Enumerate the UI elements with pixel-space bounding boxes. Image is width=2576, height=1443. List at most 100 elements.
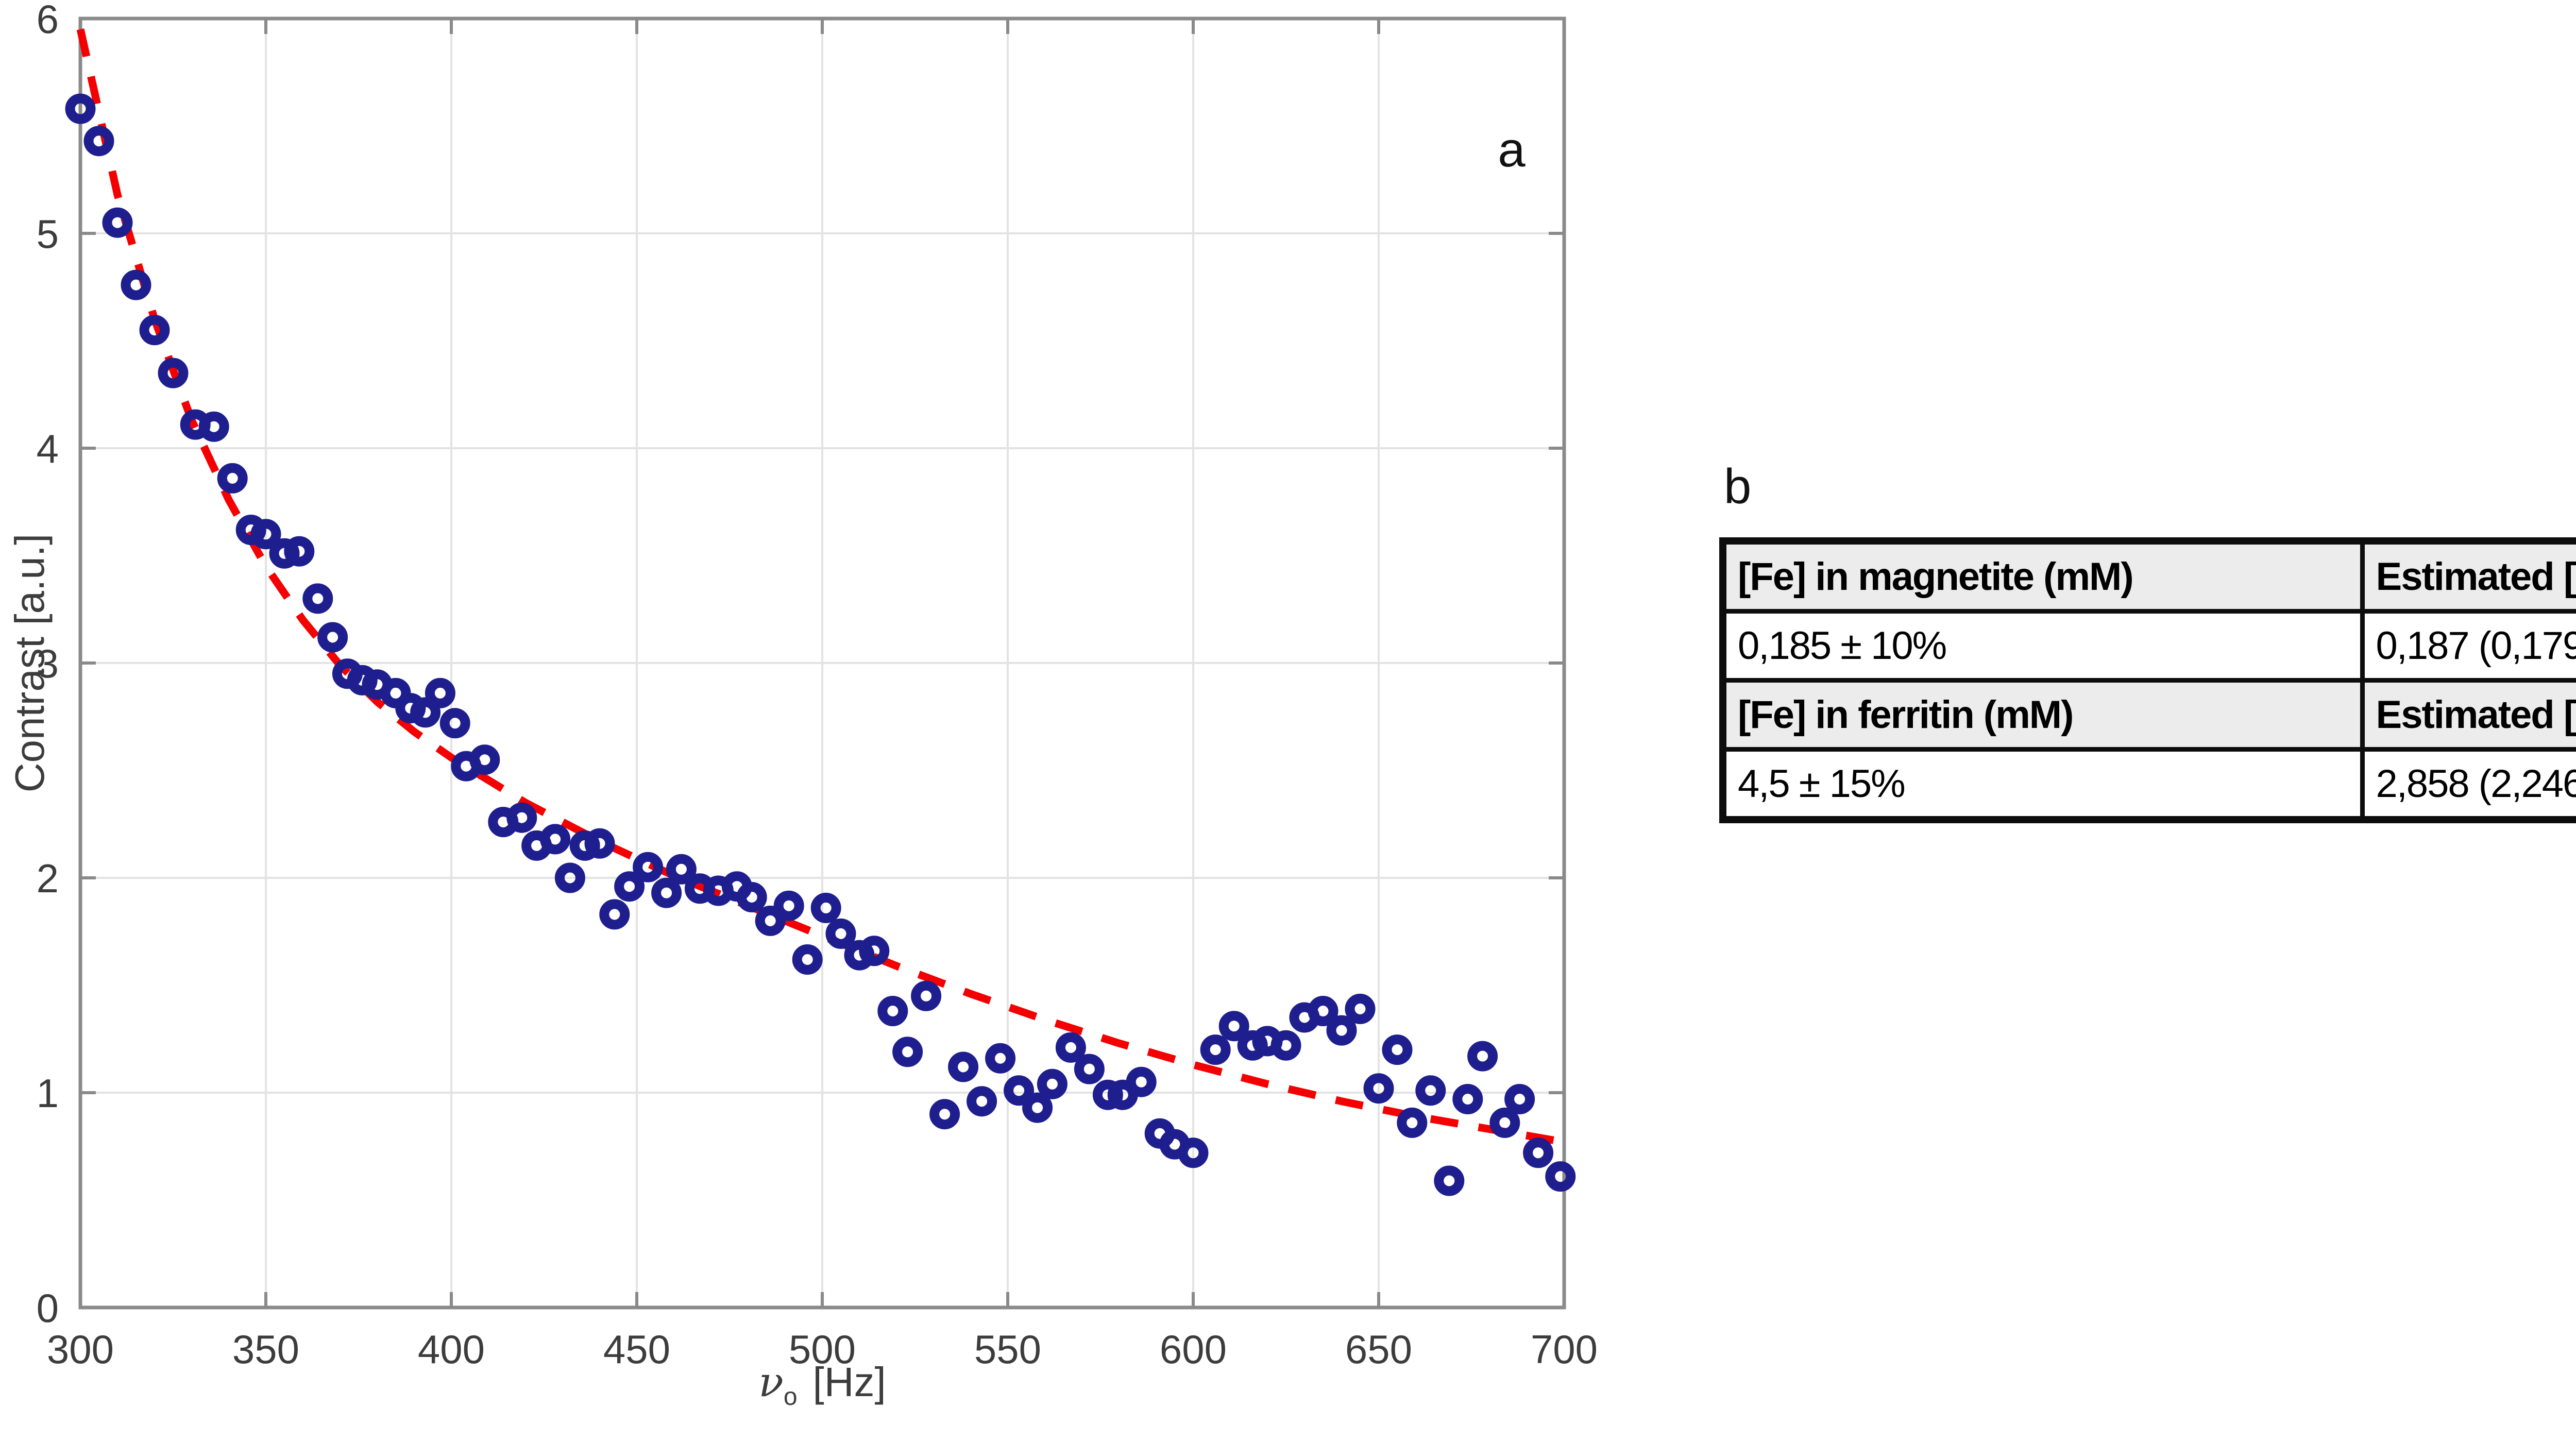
scatter-point (425, 677, 455, 708)
scatter-point (1022, 1092, 1053, 1123)
scatter-point (1434, 1165, 1465, 1196)
panel-a-label: a (1498, 122, 1526, 177)
scatter-point (736, 882, 767, 912)
x-tick-label: 600 (1160, 1327, 1227, 1372)
y-tick-label: 1 (37, 1071, 59, 1116)
scatter-point (1270, 1030, 1301, 1061)
scatter-point (810, 892, 841, 923)
scatter-point (506, 802, 537, 833)
x-tick-label: 400 (418, 1327, 485, 1372)
x-axis-symbol: ν (758, 1358, 784, 1406)
x-axis-subscript: o (783, 1383, 798, 1411)
scatter-point (1074, 1054, 1105, 1084)
y-tick-label: 2 (37, 856, 59, 901)
scatter-point (158, 358, 189, 388)
scatter-point (666, 854, 697, 885)
x-tick-label: 450 (603, 1327, 670, 1372)
y-tick-label: 5 (37, 211, 59, 257)
panel-b-label: b (1724, 459, 1752, 514)
scatter-point (1092, 1079, 1123, 1110)
scatter-point (198, 411, 229, 442)
scatter-point (540, 824, 571, 855)
scatter-point (1504, 1084, 1535, 1114)
scatter-point (792, 944, 823, 975)
scatter-point (1415, 1075, 1446, 1106)
table-header-cell: Estimated [Fe] in magnetite (mM) (2360, 538, 2576, 614)
scatter-point (929, 1099, 960, 1130)
scatter-point (1397, 1107, 1428, 1138)
scatter-point (1004, 1075, 1035, 1106)
table-data-cell: 2,858 (2,246 3,470) (2360, 747, 2576, 822)
scatter-point (1545, 1161, 1576, 1192)
scatter-point (302, 583, 333, 614)
scatter-point (633, 852, 664, 882)
scatter-point (65, 93, 96, 124)
scatter-point (1489, 1107, 1520, 1138)
scatter-point (892, 1037, 923, 1067)
scatter-point (1345, 993, 1376, 1024)
scatter-point (985, 1043, 1016, 1074)
x-axis-title: νo [Hz] (758, 1358, 886, 1411)
table-data-row: 0,185 ± 10%0,187 (0,1797 0,1940) (1720, 609, 2576, 683)
x-tick-label: 550 (974, 1327, 1041, 1372)
scatter-point (1200, 1034, 1231, 1065)
scatter-point (269, 538, 300, 569)
table-header-cell: Estimated [Fe] in ferritin (mM) (2360, 678, 2576, 752)
scatter-point (1178, 1138, 1209, 1168)
x-tick-label: 700 (1531, 1327, 1598, 1372)
scatter-point (911, 980, 942, 1011)
scatter-point (380, 677, 411, 708)
scatter-point (569, 830, 600, 861)
scatter-point (584, 828, 615, 859)
scatter-point (83, 126, 114, 157)
y-tick-label: 3 (37, 641, 59, 686)
table-header-row: [Fe] in ferritin (mM)Estimated [Fe] in f… (1720, 678, 2576, 752)
scatter-point (773, 890, 804, 921)
table-data-cell: 4,5 ± 15% (1720, 747, 2365, 822)
scatter-point (1523, 1138, 1554, 1168)
scatter-point (217, 463, 248, 494)
scatter-point (102, 207, 133, 238)
scatter-point (877, 996, 908, 1026)
scatter-point (755, 905, 786, 936)
scatter-point (1363, 1073, 1394, 1104)
scatter-point (121, 269, 151, 300)
table-data-cell: 0,185 ± 10% (1720, 609, 2365, 683)
scatter-point (1218, 1011, 1249, 1042)
y-tick-label: 4 (37, 426, 59, 471)
scatter-point (614, 871, 645, 902)
scatter-point (1037, 1068, 1067, 1099)
x-tick-label: 300 (47, 1327, 114, 1372)
scatter-point (439, 708, 470, 739)
scatter-point (599, 899, 630, 930)
scatter-point (825, 918, 856, 949)
x-tick-label: 350 (232, 1327, 299, 1372)
scatter-point (1452, 1084, 1483, 1114)
scatter-point (1326, 1015, 1357, 1046)
y-axis-title: Contrast [a.u.] (7, 533, 53, 793)
scatter-point (139, 315, 170, 346)
scatter-point (469, 744, 500, 775)
scatter-point (1126, 1066, 1157, 1097)
scatter-point (250, 519, 281, 550)
fit-curve (76, 28, 1565, 1146)
table-header-row: [Fe] in magnetite (mM)Estimated [Fe] in … (1720, 538, 2576, 614)
scatter-point (317, 622, 348, 653)
table-data-row: 4,5 ± 15%2,858 (2,246 3,470) (1720, 747, 2576, 822)
scatter-point (1308, 996, 1338, 1026)
scatter-point (1055, 1032, 1086, 1063)
y-tick-label: 0 (37, 1285, 59, 1331)
y-tick-label: 6 (37, 0, 59, 42)
table-header-cell: [Fe] in magnetite (mM) (1720, 538, 2365, 614)
scatter-point (1107, 1079, 1138, 1110)
scatter-point (859, 936, 890, 966)
table-header-cell: [Fe] in ferritin (mM) (1720, 678, 2365, 752)
scatter-point (554, 862, 585, 893)
scatter-point (651, 877, 682, 908)
results-table: [Fe] in magnetite (mM)Estimated [Fe] in … (1719, 537, 2576, 823)
scatter-point (284, 536, 315, 567)
scatter-point (410, 697, 441, 728)
scatter-point (967, 1086, 997, 1117)
scatter-point (1467, 1041, 1498, 1072)
